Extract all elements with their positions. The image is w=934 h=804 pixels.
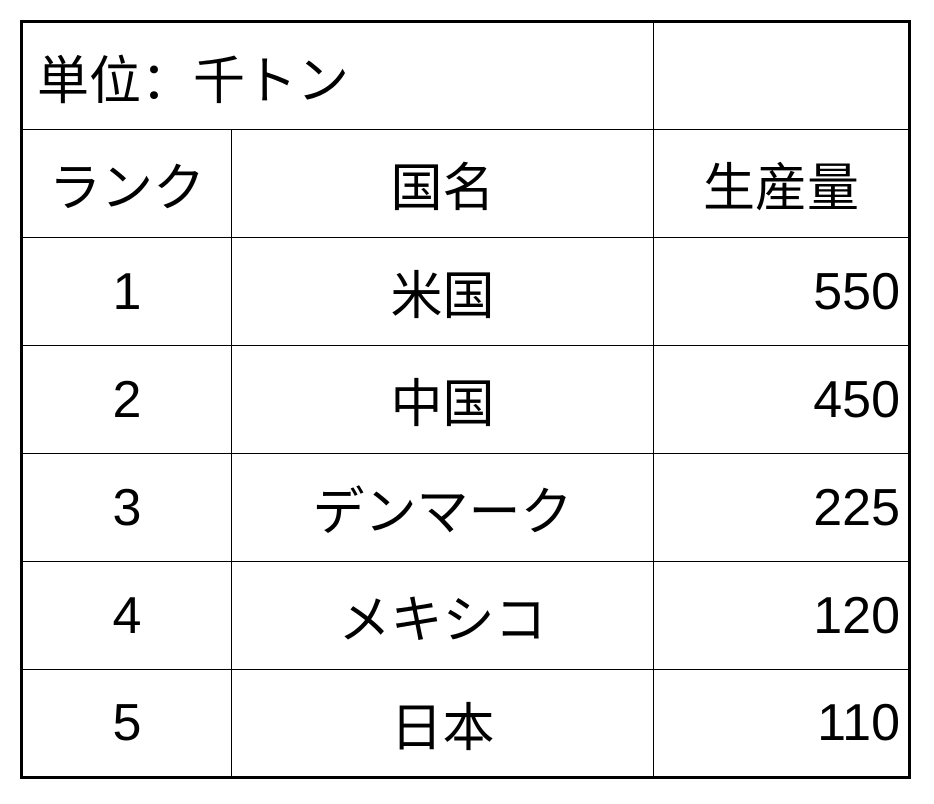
cell-production: 550 xyxy=(654,238,910,346)
unit-label: 単位：千トン xyxy=(22,22,654,130)
cell-rank: 5 xyxy=(22,670,232,778)
cell-country: 日本 xyxy=(232,670,654,778)
production-table: 単位：千トン ランク 国名 生産量 1 米国 550 2 中国 450 3 デン… xyxy=(20,20,911,779)
cell-rank: 1 xyxy=(22,238,232,346)
cell-production: 120 xyxy=(654,562,910,670)
cell-production: 225 xyxy=(654,454,910,562)
table-row: 1 米国 550 xyxy=(22,238,910,346)
table-row: 2 中国 450 xyxy=(22,346,910,454)
cell-rank: 4 xyxy=(22,562,232,670)
unit-empty-cell xyxy=(654,22,910,130)
table-row: 5 日本 110 xyxy=(22,670,910,778)
table-row: 3 デンマーク 225 xyxy=(22,454,910,562)
cell-country: 米国 xyxy=(232,238,654,346)
cell-country: デンマーク xyxy=(232,454,654,562)
cell-production: 110 xyxy=(654,670,910,778)
production-table-container: 単位：千トン ランク 国名 生産量 1 米国 550 2 中国 450 3 デン… xyxy=(20,20,911,779)
table-row: 4 メキシコ 120 xyxy=(22,562,910,670)
header-rank: ランク xyxy=(22,130,232,238)
cell-production: 450 xyxy=(654,346,910,454)
cell-country: メキシコ xyxy=(232,562,654,670)
unit-row: 単位：千トン xyxy=(22,22,910,130)
cell-rank: 3 xyxy=(22,454,232,562)
header-production: 生産量 xyxy=(654,130,910,238)
cell-rank: 2 xyxy=(22,346,232,454)
cell-country: 中国 xyxy=(232,346,654,454)
header-country: 国名 xyxy=(232,130,654,238)
header-row: ランク 国名 生産量 xyxy=(22,130,910,238)
